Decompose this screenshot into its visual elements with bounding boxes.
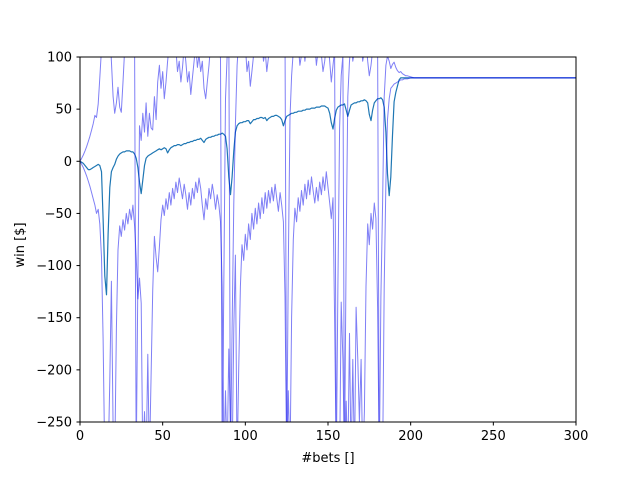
y-tick-label: 50 <box>55 103 72 118</box>
y-tick-label: −200 <box>36 363 72 378</box>
x-tick-label: 300 <box>564 429 589 444</box>
x-axis-label: #bets [] <box>301 451 354 466</box>
y-axis-label: win [$] <box>13 222 28 267</box>
y-tick-label: −150 <box>36 311 72 326</box>
x-tick-label: 0 <box>76 429 84 444</box>
x-tick-label: 250 <box>481 429 506 444</box>
y-tick-label: 0 <box>64 155 72 170</box>
x-tick-label: 150 <box>316 429 341 444</box>
x-tick-label: 200 <box>398 429 423 444</box>
axis-ticks: 0 50 100 150 200 250 300 100 50 0 −50 −100 −150 −200 −… <box>36 51 588 445</box>
series-upper-bound-path <box>80 57 576 422</box>
x-tick-label: 50 <box>154 429 171 444</box>
y-tick-label: 100 <box>47 51 72 66</box>
y-tick-label: −50 <box>45 207 72 222</box>
plot-series <box>80 57 576 422</box>
series-lower-bound-path <box>80 77 576 422</box>
x-tick-label: 100 <box>233 429 258 444</box>
y-tick-label: −250 <box>36 416 72 431</box>
y-tick-label: −100 <box>36 259 72 274</box>
